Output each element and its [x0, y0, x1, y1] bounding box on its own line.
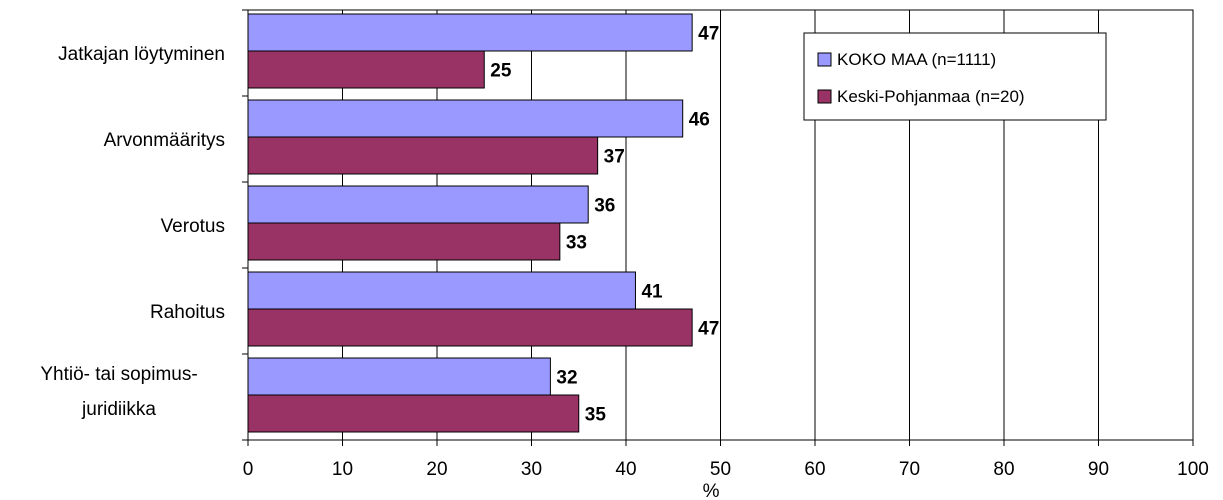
data-label: 36: [594, 196, 615, 217]
x-tick-label: 60: [804, 459, 825, 480]
category-label: Arvonmääritys: [104, 130, 225, 151]
category-label: Jatkajan löytyminen: [58, 44, 225, 65]
x-tick-label: 90: [1088, 459, 1109, 480]
x-tick-label: 50: [710, 459, 731, 480]
bar-keski-pohjanmaa: [247, 50, 485, 89]
legend-label: KOKO MAA (n=1111): [837, 50, 996, 69]
x-tick-label: 40: [615, 459, 636, 480]
category-label: Yhtiö- tai sopimus-juridiikka: [40, 364, 197, 420]
data-label: 41: [641, 282, 663, 303]
data-label: 33: [566, 233, 587, 254]
data-label: 35: [585, 405, 607, 426]
category-label: Verotus: [161, 216, 225, 237]
bar-koko-maa: [247, 99, 684, 138]
category-label: Rahoitus: [150, 302, 225, 323]
data-label: 47: [698, 319, 719, 340]
bar-keski-pohjanmaa: [247, 308, 693, 347]
legend-swatch: [817, 52, 832, 67]
legend-label: Keski-Pohjanmaa (n=20): [837, 87, 1025, 106]
bar-koko-maa: [247, 185, 589, 224]
bar-keski-pohjanmaa: [247, 222, 561, 261]
category-label-line: juridiikka: [81, 399, 156, 420]
data-label: 46: [689, 110, 710, 131]
bar-keski-pohjanmaa: [247, 136, 599, 175]
data-label: 47: [698, 24, 719, 45]
x-tick-label: 0: [243, 459, 254, 480]
data-label: 25: [490, 61, 512, 82]
bar-koko-maa: [247, 271, 636, 310]
data-label: 32: [556, 368, 577, 389]
x-axis-label: %: [703, 481, 720, 500]
category-label-line: Yhtiö- tai sopimus-: [40, 364, 197, 385]
bar-koko-maa: [247, 13, 693, 52]
x-tick-label: 30: [521, 459, 542, 480]
data-label: 37: [604, 147, 625, 168]
x-tick-label: 10: [332, 459, 353, 480]
x-tick-label: 70: [899, 459, 920, 480]
legend: [803, 32, 1107, 121]
legend-swatch: [817, 89, 832, 104]
bar-keski-pohjanmaa: [247, 394, 580, 433]
x-tick-label: 20: [426, 459, 447, 480]
x-tick-label: 80: [993, 459, 1014, 480]
bar-koko-maa: [247, 357, 551, 396]
x-tick-label: 100: [1177, 459, 1209, 480]
